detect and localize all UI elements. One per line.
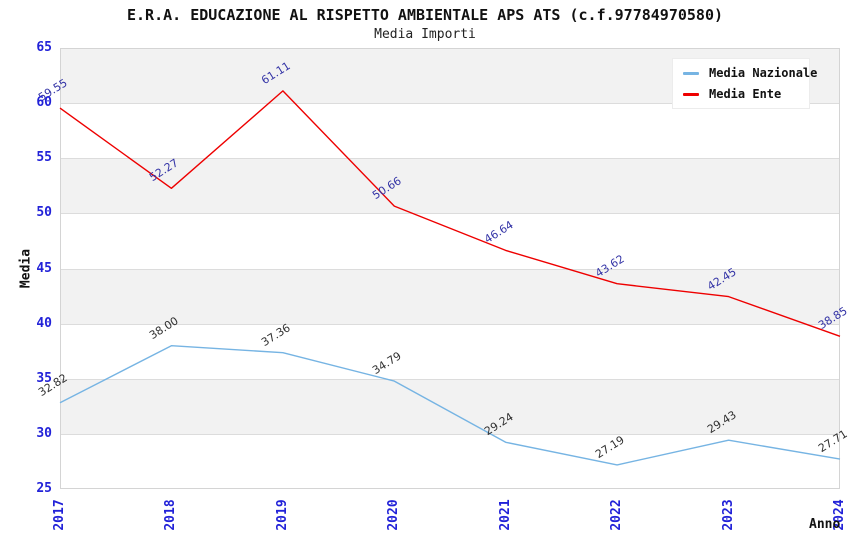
- y-tick-label: 60: [36, 95, 52, 111]
- legend-swatch-media-ente: [683, 92, 699, 96]
- x-tick-label: 2022: [609, 499, 625, 531]
- y-tick-label: 45: [36, 260, 52, 276]
- data-label-media-ente: 42.45: [704, 264, 739, 293]
- y-tick-label: 40: [36, 315, 52, 331]
- x-tick-label: 2020: [386, 499, 402, 531]
- y-tick-label: 65: [36, 40, 52, 55]
- legend: Media Nazionale Media Ente: [672, 58, 817, 109]
- data-label-media-ente: 50.66: [370, 174, 404, 203]
- y-tick-label: 35: [36, 370, 52, 386]
- y-tick-label: 50: [36, 205, 52, 221]
- data-label-media-ente: 46.64: [481, 218, 516, 247]
- y-tick-label: 55: [36, 150, 52, 166]
- x-axis-title: Anno: [809, 517, 841, 532]
- data-label-media-nazionale: 37.36: [258, 321, 293, 349]
- x-tick-label: 2018: [163, 499, 179, 531]
- legend-label: Media Nazionale: [709, 66, 818, 80]
- data-label-media-nazionale: 29.24: [481, 410, 516, 439]
- y-tick-label: 25: [36, 481, 52, 496]
- data-label-media-ente: 43.62: [593, 251, 627, 280]
- data-label-media-ente: 52.27: [147, 156, 182, 185]
- data-label-media-nazionale: 29.43: [704, 408, 739, 437]
- data-label-media-nazionale: 27.71: [816, 427, 850, 456]
- data-label-media-nazionale: 38.00: [147, 313, 182, 342]
- legend-item-media-nazionale: Media Nazionale: [683, 66, 817, 80]
- chart-title: E.R.A. EDUCAZIONE AL RISPETTO AMBIENTALE…: [126, 6, 724, 24]
- x-tick-label: 2023: [720, 499, 736, 531]
- legend-label: Media Ente: [709, 87, 782, 101]
- data-label-media-ente: 38.85: [816, 304, 850, 333]
- x-tick-label: 2021: [497, 499, 513, 531]
- data-label-media-nazionale: 27.19: [593, 433, 627, 461]
- x-tick-label: 2017: [52, 499, 67, 531]
- y-axis-title: Media: [18, 248, 34, 289]
- y-tick-label: 30: [36, 425, 52, 441]
- data-label-media-nazionale: 34.79: [370, 349, 404, 378]
- chart-subtitle: Media Importi: [374, 27, 476, 42]
- legend-item-media-ente: Media Ente: [683, 87, 799, 101]
- data-label-media-ente: 61.11: [258, 59, 293, 87]
- legend-swatch-media-nazionale: [683, 71, 699, 75]
- x-tick-label: 2019: [274, 499, 290, 531]
